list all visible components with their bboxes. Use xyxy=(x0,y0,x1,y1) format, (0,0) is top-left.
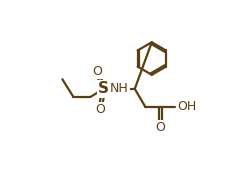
Text: NH: NH xyxy=(110,82,129,95)
Text: O: O xyxy=(156,121,166,134)
Text: OH: OH xyxy=(177,100,196,113)
Text: S: S xyxy=(98,81,109,96)
Text: O: O xyxy=(92,65,102,78)
Text: O: O xyxy=(95,103,105,116)
